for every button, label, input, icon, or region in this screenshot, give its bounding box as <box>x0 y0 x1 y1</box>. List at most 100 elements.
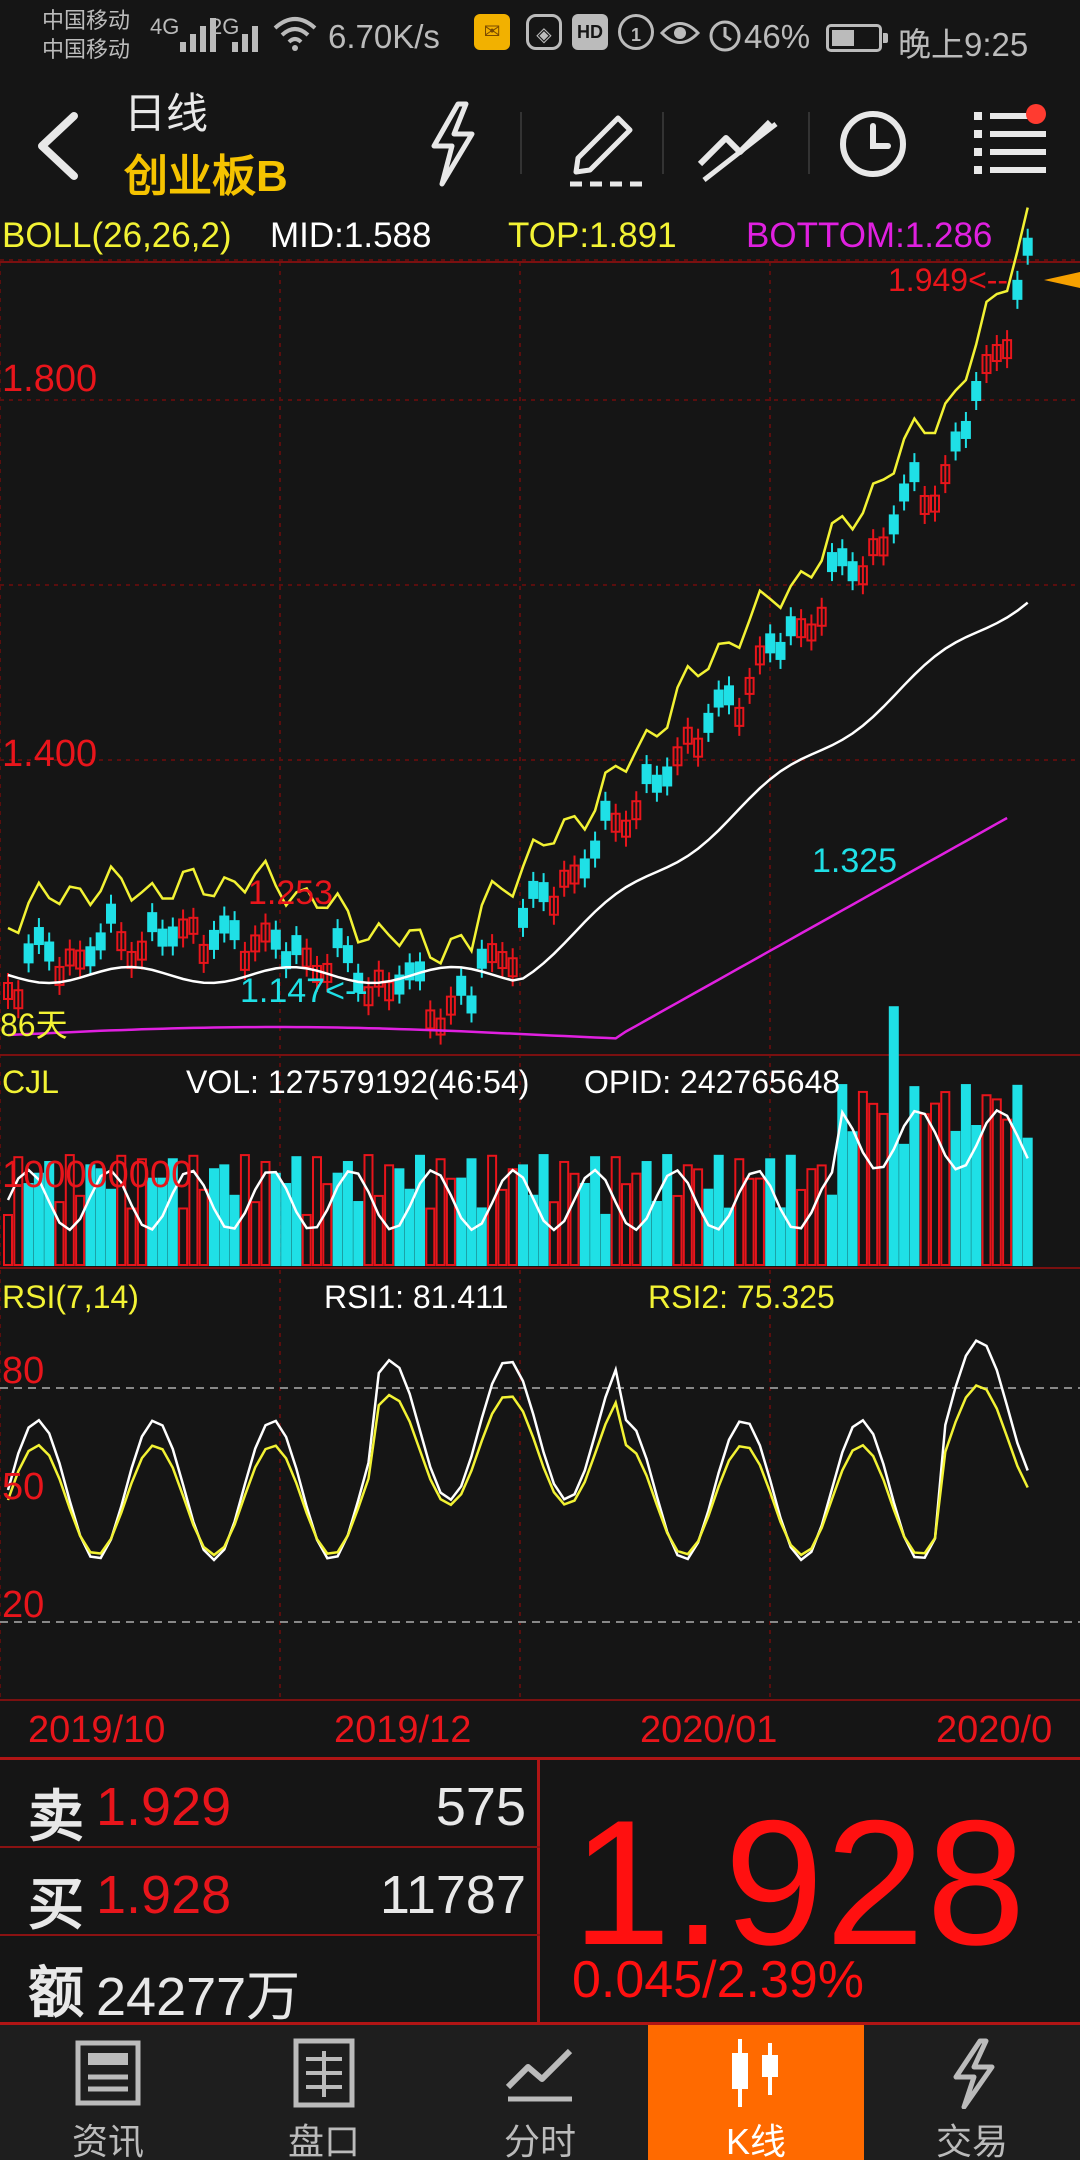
nav-kline[interactable]: K线 <box>648 2025 864 2160</box>
volume-bar <box>425 1207 436 1267</box>
candle-body <box>909 462 920 483</box>
candle-body <box>785 616 796 637</box>
menu-button[interactable] <box>960 94 1070 194</box>
candle-body <box>734 706 745 727</box>
volume-bar <box>167 1158 178 1267</box>
candle-body <box>270 929 281 950</box>
volume-bar <box>33 1172 44 1266</box>
volume-bar <box>971 1125 982 1267</box>
signal-icon-2 <box>232 26 258 52</box>
rsi2-value: RSI2: 75.325 <box>648 1279 835 1315</box>
candle-body <box>3 982 13 1000</box>
nav-trade[interactable]: 交易 <box>864 2025 1080 2160</box>
candle-body <box>281 951 292 970</box>
min-price-mark: 1.325 <box>812 842 898 880</box>
candle-body <box>95 932 106 951</box>
candle-body <box>651 774 662 793</box>
volume-bar <box>44 1160 55 1266</box>
back-button[interactable] <box>28 106 98 186</box>
volume-bar <box>75 1194 86 1267</box>
menu-icon <box>974 104 1046 174</box>
candle-body <box>919 494 930 515</box>
candle-body <box>260 922 271 943</box>
volume-bar <box>899 1143 910 1266</box>
volume-bar <box>888 1006 899 1266</box>
volume-bar <box>1012 1084 1023 1267</box>
candle-body <box>538 882 549 903</box>
cjl-opid: OPID: 242765648 <box>584 1064 841 1100</box>
candle-body <box>837 548 848 567</box>
candle-body <box>878 536 889 557</box>
candle-body <box>157 928 168 947</box>
alarm-icon <box>709 20 741 52</box>
nav-intraday[interactable]: 分时 <box>432 2025 648 2160</box>
candle-body <box>1012 279 1023 300</box>
candle-body <box>209 929 219 950</box>
lightning-button[interactable] <box>400 94 510 194</box>
volume-bar <box>239 1154 250 1267</box>
volume-bar <box>1002 1118 1013 1267</box>
nav-orderbook[interactable]: 盘口 <box>216 2025 432 2160</box>
volume-bar <box>136 1158 147 1267</box>
nav-label: K线 <box>725 2121 786 2160</box>
wifi-icon <box>273 17 317 51</box>
date-label: 2019/10 <box>28 1709 166 1751</box>
mail-icon: ✉ <box>474 14 510 50</box>
candle-body <box>147 912 158 933</box>
volume-bar <box>13 1156 24 1267</box>
draw-button[interactable] <box>548 94 658 194</box>
volume-bar <box>713 1154 724 1266</box>
buy-key: 买 <box>28 1873 84 1936</box>
candle-body <box>291 935 302 956</box>
candle-body <box>1022 237 1033 256</box>
candle-body <box>188 916 199 935</box>
volume-bar <box>384 1164 395 1266</box>
trade-icon <box>953 2038 995 2109</box>
history-button[interactable] <box>824 94 934 194</box>
back-arrow-icon <box>38 112 78 180</box>
trendline-button[interactable] <box>686 94 796 194</box>
rsi2-line <box>6 1384 1029 1557</box>
nav-label: 资讯 <box>71 2121 144 2160</box>
candle-body <box>631 800 642 821</box>
order-book: 卖 1.929 575 买 1.928 11787 额 24277万 <box>0 1760 540 2027</box>
last-price: 1.928 <box>572 1783 1028 1982</box>
signal-icon <box>180 18 216 52</box>
price-label-low: 1.400 <box>2 733 98 775</box>
volume-bar <box>322 1183 333 1267</box>
volume-bar <box>672 1194 683 1266</box>
volume-bar <box>281 1183 292 1267</box>
rsi1-value: RSI1: 81.411 <box>324 1279 509 1315</box>
candle-body <box>229 920 240 941</box>
candle-body <box>373 969 384 988</box>
volume-bar <box>198 1188 209 1267</box>
candle-body <box>44 941 55 962</box>
candle-body <box>724 685 734 706</box>
candle-body <box>456 975 467 996</box>
candle-body <box>930 494 940 513</box>
sell-price: 1.929 <box>96 1777 232 1837</box>
buy-price: 1.928 <box>96 1865 232 1925</box>
volume-bar <box>693 1168 704 1267</box>
volume-bar <box>651 1200 662 1267</box>
candle-body <box>610 812 621 833</box>
volume-bar <box>579 1182 590 1266</box>
volume-bar <box>394 1168 405 1267</box>
candle-body <box>64 948 75 967</box>
candle-body <box>827 552 837 573</box>
bottom-nav: 资讯 盘口 分时 K线 <box>0 2025 1080 2160</box>
volume-bar <box>909 1086 920 1266</box>
volume-bar <box>147 1177 158 1267</box>
volume-bar <box>960 1084 971 1266</box>
cjl-name: CJL <box>2 1064 59 1100</box>
volume-bar <box>23 1183 34 1267</box>
volume-bar <box>229 1194 240 1266</box>
candle-body <box>796 618 807 639</box>
nav-news[interactable]: 资讯 <box>0 2025 216 2160</box>
cjl-vol: VOL: 127579192(46:54) <box>186 1064 530 1100</box>
candle-body <box>971 381 982 402</box>
candle-body <box>116 931 127 952</box>
volume-bar <box>353 1201 364 1267</box>
candle-body <box>13 989 24 1010</box>
